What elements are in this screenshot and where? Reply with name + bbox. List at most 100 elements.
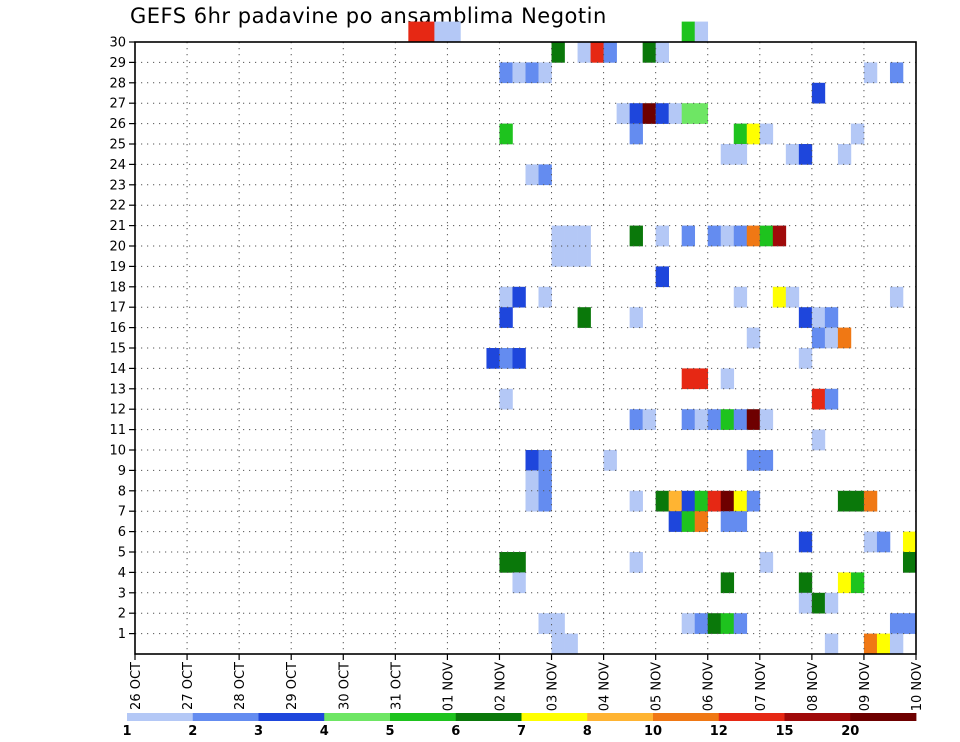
heatmap-cell [798, 572, 813, 594]
colorbar-label: 15 [775, 724, 793, 739]
heatmap-cell [499, 348, 513, 369]
x-tick-label: 04 NOV [598, 662, 613, 711]
heatmap-cell [863, 531, 878, 553]
heatmap-cell [577, 225, 591, 247]
heatmap-cell [733, 409, 748, 430]
colorbar-swatch [258, 713, 325, 721]
heatmap-cell [850, 490, 865, 512]
heatmap-cell [798, 592, 813, 614]
heatmap-cell [811, 592, 826, 614]
colorbar-swatch [455, 713, 522, 721]
y-tick-label: 13 [109, 382, 126, 397]
heatmap-cell [824, 633, 839, 655]
heatmap-cell [720, 144, 735, 165]
y-tick-label: 3 [118, 586, 126, 601]
heatmap-cell [798, 307, 813, 328]
y-tick-label: 27 [109, 97, 126, 112]
x-tick-label: 09 NOV [858, 662, 873, 711]
heatmap-cell [772, 286, 787, 308]
heatmap-cell [811, 429, 826, 451]
y-tick-label: 8 [118, 484, 126, 499]
heatmap-cell [551, 633, 565, 655]
heatmap-cell [577, 246, 591, 267]
heatmap-cell [837, 327, 852, 349]
y-tick-label: 1 [118, 627, 126, 642]
colorbar-label: 4 [320, 724, 329, 739]
y-tick-label: 28 [109, 76, 126, 91]
y-tick-label: 15 [109, 342, 126, 357]
x-tick-label: 27 OCT [181, 662, 196, 710]
heatmap-cell [512, 572, 526, 594]
heatmap-cell [499, 307, 513, 328]
y-tick-label: 7 [118, 505, 126, 520]
heatmap-cell [655, 42, 669, 63]
x-tick-label: 07 NOV [754, 662, 769, 711]
heatmap-cell [512, 552, 526, 573]
heatmap-cell [512, 348, 526, 369]
colorbar: 1 2 3 4 5 6 7 8 10 12 15 20 [122, 713, 917, 739]
y-tick-label: 4 [118, 566, 126, 581]
y-tick-label: 9 [118, 464, 126, 479]
heatmap-cell [876, 633, 891, 655]
heatmap-cell [525, 490, 539, 512]
heatmap-cell [720, 572, 735, 594]
heatmap-cell [707, 225, 722, 247]
heatmap-cell [772, 225, 787, 247]
heatmap-cell [525, 164, 539, 186]
heatmap-cell [902, 613, 917, 634]
heatmap-cell [759, 450, 774, 471]
heatmap-cell [824, 307, 839, 328]
heatmap-cell [902, 552, 917, 573]
heatmap-cell [551, 225, 565, 247]
heatmap-cell [434, 21, 448, 43]
heatmap-cell [889, 633, 904, 655]
heatmap-cell [798, 348, 813, 369]
heatmap-cell [551, 613, 565, 634]
heatmap-cell [655, 103, 669, 124]
heatmap-cell [577, 42, 591, 63]
heatmap-cell [746, 327, 761, 349]
heatmap-cell [564, 633, 578, 655]
heatmap-cell [590, 42, 604, 63]
heatmap-cell [655, 266, 669, 288]
colorbar-swatch [127, 713, 194, 721]
heatmap-cell [681, 511, 696, 532]
heatmap-cell [694, 368, 709, 390]
heatmap-cell [616, 103, 630, 124]
heatmap-cell [850, 123, 865, 145]
heatmap-cell [655, 490, 669, 512]
heatmap-cell [720, 613, 735, 634]
y-tick-label: 2 [118, 607, 126, 622]
colorbar-label: 8 [583, 724, 592, 739]
heatmap-cell [733, 490, 748, 512]
colorbar-swatch [784, 713, 851, 721]
heatmap-cell [824, 592, 839, 614]
heatmap-cell [499, 62, 513, 84]
heatmap-cell [499, 123, 513, 145]
heatmap-cell [681, 613, 696, 634]
heatmap-cell [785, 144, 800, 165]
x-tick-label: 28 OCT [233, 662, 248, 710]
y-tick-label: 29 [109, 56, 126, 71]
colorbar-swatch [192, 713, 259, 721]
colorbar-swatch [390, 713, 457, 721]
heatmap-cell [889, 613, 904, 634]
colorbar-label: 2 [188, 724, 197, 739]
heatmap-cell [902, 531, 917, 553]
heatmap-cell [759, 552, 774, 573]
x-tick-label: 30 OCT [337, 662, 352, 710]
heatmap-cell [863, 633, 878, 655]
heatmap-cell [694, 490, 709, 512]
heatmap-cell [499, 552, 513, 573]
heatmap-cell [746, 450, 761, 471]
heatmap-cell [798, 531, 813, 553]
heatmap-cell [837, 572, 852, 594]
heatmap-cell [733, 613, 748, 634]
heatmap-cell [746, 409, 761, 430]
heatmap-cell [759, 409, 774, 430]
heatmap-cell [577, 307, 591, 328]
heatmap-cell [603, 42, 617, 63]
heatmap-cell [681, 21, 696, 43]
heatmap-cell [525, 450, 539, 471]
